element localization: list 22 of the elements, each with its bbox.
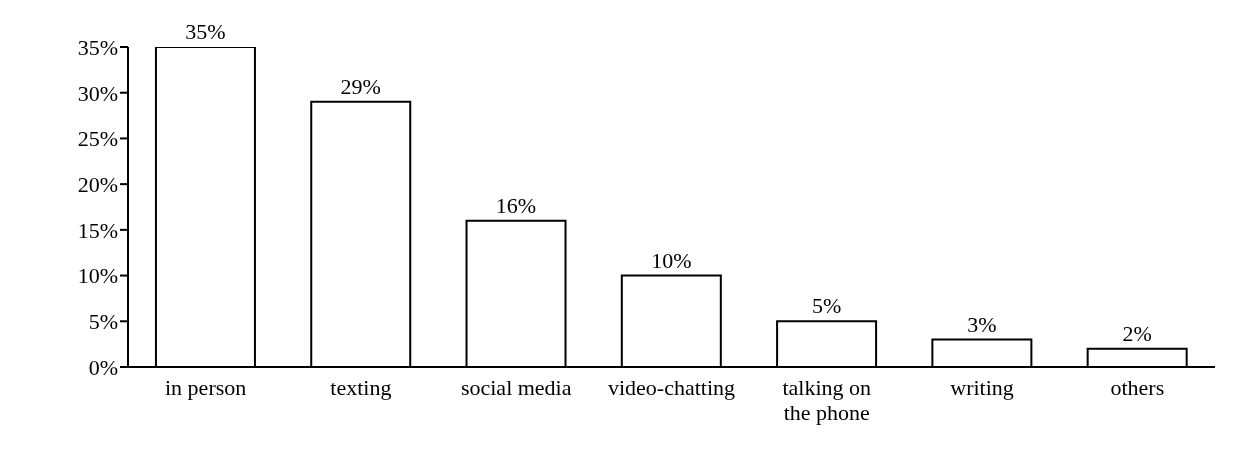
x-tick-label: social media	[460, 375, 572, 400]
y-tick-label: 10%	[77, 263, 118, 289]
data-label: 2%	[1122, 320, 1152, 346]
y-tick-label: 15%	[77, 217, 118, 243]
data-label: 10%	[651, 247, 692, 273]
y-tick-label: 25%	[77, 126, 118, 152]
y-tick-label: 20%	[77, 171, 118, 197]
y-tick-label: 35%	[77, 34, 118, 60]
data-label: 16%	[495, 192, 537, 218]
x-tick-label: video-chatting	[607, 375, 736, 400]
x-tick-label: others	[1110, 375, 1165, 400]
x-tick-label: in person	[165, 375, 247, 400]
x-tick-label: texting	[330, 375, 392, 400]
y-tick-label: 0%	[88, 354, 118, 380]
data-label: 5%	[811, 293, 842, 319]
x-tick-label: talking on the phone	[782, 375, 872, 426]
data-label: 3%	[967, 311, 997, 337]
y-tick-label: 5%	[88, 309, 118, 335]
x-tick-label: writing	[950, 375, 1014, 400]
y-tick-label: 30%	[77, 80, 118, 106]
data-label: 35%	[185, 19, 226, 44]
data-label: 29%	[340, 73, 381, 99]
